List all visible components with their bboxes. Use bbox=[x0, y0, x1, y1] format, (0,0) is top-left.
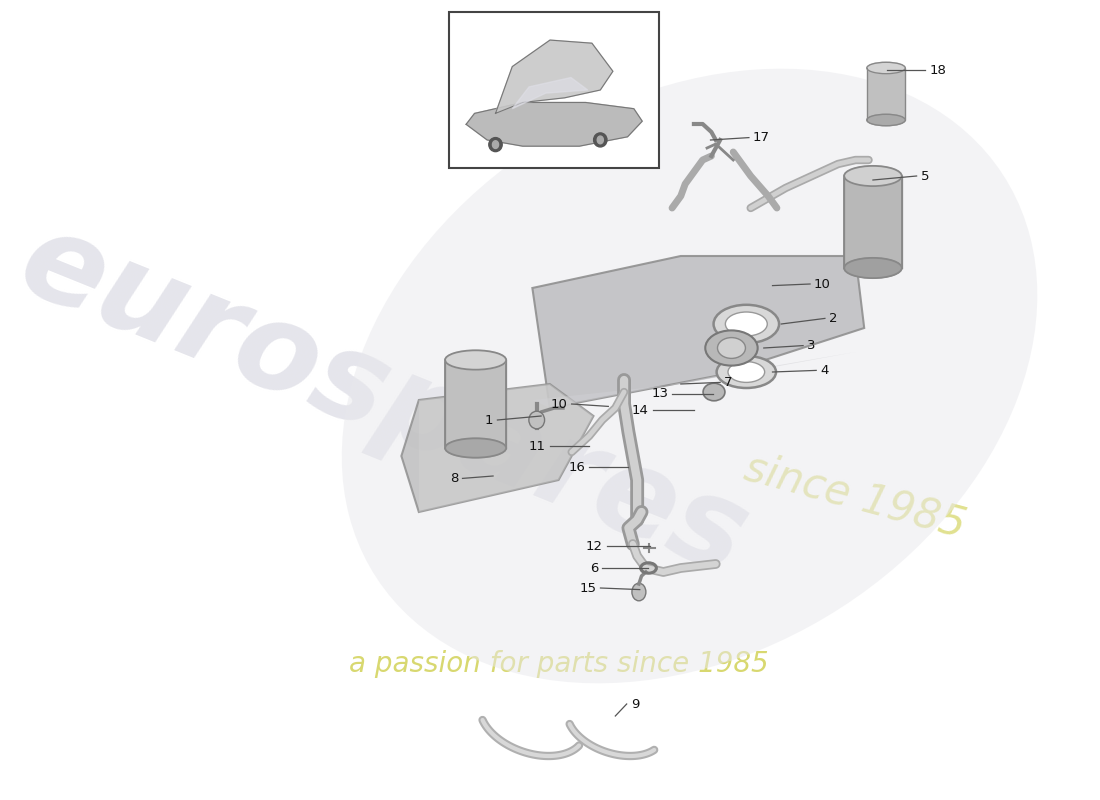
Ellipse shape bbox=[716, 356, 776, 388]
Ellipse shape bbox=[446, 350, 506, 370]
Text: 6: 6 bbox=[590, 562, 598, 574]
Polygon shape bbox=[495, 40, 613, 114]
Text: a passion for parts since 1985: a passion for parts since 1985 bbox=[349, 650, 769, 678]
Text: 10: 10 bbox=[814, 278, 830, 290]
Ellipse shape bbox=[728, 362, 764, 382]
Ellipse shape bbox=[705, 330, 758, 366]
Polygon shape bbox=[532, 352, 856, 408]
Text: 3: 3 bbox=[807, 339, 815, 352]
Ellipse shape bbox=[631, 583, 646, 601]
Ellipse shape bbox=[867, 114, 905, 126]
Polygon shape bbox=[446, 360, 506, 448]
Polygon shape bbox=[402, 384, 594, 512]
Text: 10: 10 bbox=[551, 398, 568, 410]
Ellipse shape bbox=[529, 411, 544, 429]
Text: 7: 7 bbox=[724, 376, 733, 389]
Ellipse shape bbox=[493, 141, 498, 149]
Text: 5: 5 bbox=[921, 170, 929, 182]
Text: 16: 16 bbox=[569, 461, 585, 474]
Ellipse shape bbox=[446, 438, 506, 458]
Ellipse shape bbox=[342, 69, 1037, 683]
Polygon shape bbox=[867, 68, 905, 120]
Text: eurospares: eurospares bbox=[3, 201, 764, 599]
Ellipse shape bbox=[488, 138, 503, 152]
Ellipse shape bbox=[597, 136, 604, 144]
Text: 2: 2 bbox=[829, 312, 837, 325]
Polygon shape bbox=[466, 102, 642, 146]
Text: 9: 9 bbox=[630, 698, 639, 710]
Text: 18: 18 bbox=[930, 64, 946, 77]
Text: 15: 15 bbox=[580, 582, 596, 594]
Text: 4: 4 bbox=[821, 364, 828, 377]
Text: since 1985: since 1985 bbox=[740, 446, 970, 546]
Text: 1: 1 bbox=[485, 414, 494, 426]
Ellipse shape bbox=[844, 166, 902, 186]
Polygon shape bbox=[419, 384, 594, 512]
Text: 17: 17 bbox=[752, 131, 770, 144]
Ellipse shape bbox=[703, 383, 725, 401]
Polygon shape bbox=[844, 176, 902, 268]
Ellipse shape bbox=[867, 62, 905, 74]
Ellipse shape bbox=[725, 312, 768, 336]
Bar bbox=[450, 12, 659, 168]
Ellipse shape bbox=[844, 258, 902, 278]
Text: 14: 14 bbox=[632, 404, 649, 417]
Polygon shape bbox=[532, 256, 865, 408]
Ellipse shape bbox=[717, 338, 746, 358]
Polygon shape bbox=[513, 78, 587, 109]
Text: 13: 13 bbox=[651, 387, 668, 400]
Text: 12: 12 bbox=[585, 540, 603, 553]
Text: 11: 11 bbox=[529, 440, 546, 453]
Ellipse shape bbox=[594, 133, 607, 147]
Ellipse shape bbox=[714, 305, 779, 343]
Text: 8: 8 bbox=[450, 472, 459, 485]
